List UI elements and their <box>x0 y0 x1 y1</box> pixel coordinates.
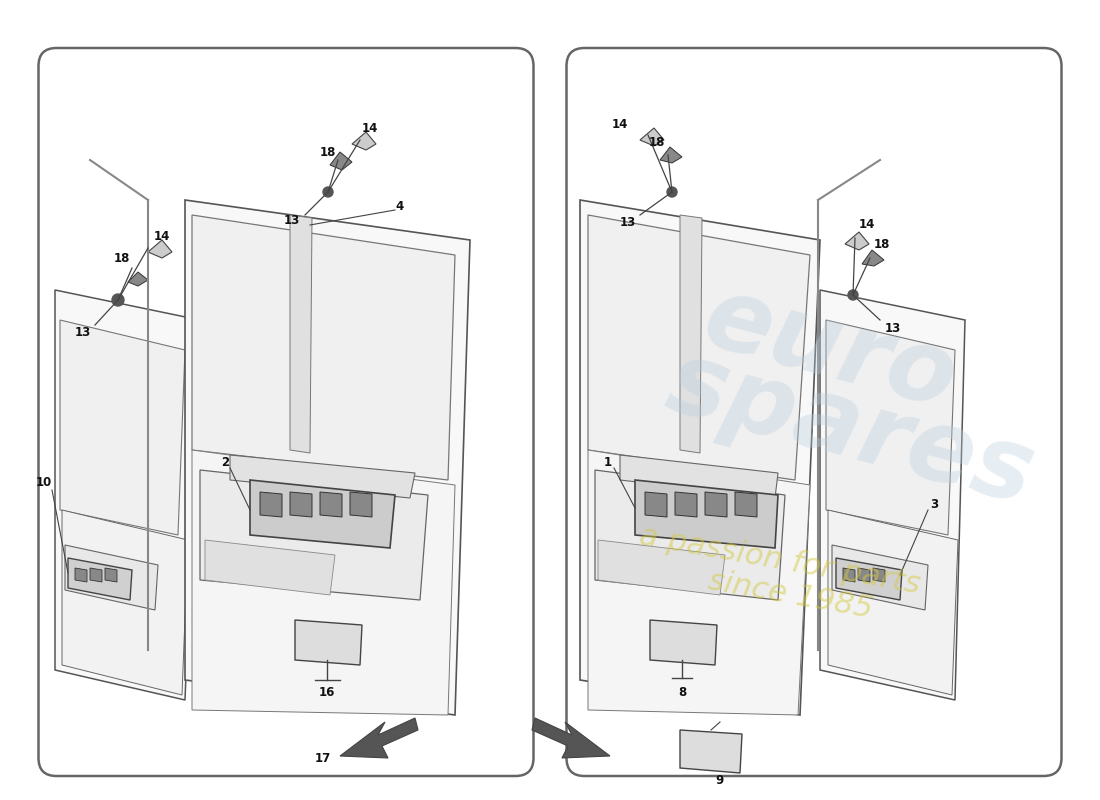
Polygon shape <box>588 215 810 480</box>
Text: 13: 13 <box>284 214 300 226</box>
Polygon shape <box>595 470 785 600</box>
Polygon shape <box>290 492 312 517</box>
Polygon shape <box>675 492 697 517</box>
Polygon shape <box>90 568 102 582</box>
Polygon shape <box>645 492 667 517</box>
Polygon shape <box>200 470 428 600</box>
Polygon shape <box>873 568 886 582</box>
Polygon shape <box>640 128 664 146</box>
Polygon shape <box>192 215 455 480</box>
Polygon shape <box>205 540 336 595</box>
Polygon shape <box>832 545 928 610</box>
Text: 18: 18 <box>873 238 890 251</box>
Polygon shape <box>62 510 188 695</box>
Text: 18: 18 <box>320 146 337 158</box>
Polygon shape <box>650 620 717 665</box>
Text: 13: 13 <box>620 215 636 229</box>
Polygon shape <box>185 200 470 715</box>
Text: 14: 14 <box>362 122 378 134</box>
Polygon shape <box>836 558 902 600</box>
Polygon shape <box>532 718 610 758</box>
Circle shape <box>112 294 124 306</box>
Polygon shape <box>820 290 965 700</box>
Text: 16: 16 <box>319 686 336 698</box>
Polygon shape <box>858 568 870 582</box>
Text: 10: 10 <box>36 477 52 490</box>
Polygon shape <box>735 492 757 517</box>
Polygon shape <box>826 320 955 535</box>
Polygon shape <box>845 232 869 250</box>
Polygon shape <box>260 492 282 517</box>
Circle shape <box>323 187 333 197</box>
Polygon shape <box>350 492 372 517</box>
Text: 14: 14 <box>859 218 876 230</box>
Text: 4: 4 <box>396 201 404 214</box>
Polygon shape <box>843 568 855 582</box>
Polygon shape <box>660 147 682 163</box>
Polygon shape <box>65 545 158 610</box>
Text: 14: 14 <box>154 230 170 243</box>
Text: euro: euro <box>693 270 967 430</box>
Polygon shape <box>230 455 415 498</box>
Polygon shape <box>635 480 778 548</box>
Text: 18: 18 <box>113 251 130 265</box>
Polygon shape <box>128 272 148 286</box>
Polygon shape <box>680 730 742 773</box>
Text: 2: 2 <box>221 455 229 469</box>
Polygon shape <box>588 450 810 715</box>
Polygon shape <box>828 510 958 695</box>
Text: since 1985: since 1985 <box>705 566 874 624</box>
Polygon shape <box>55 290 200 700</box>
Polygon shape <box>250 480 395 548</box>
Polygon shape <box>598 540 725 595</box>
Text: spares: spares <box>657 334 1044 526</box>
Polygon shape <box>330 152 352 170</box>
Text: 13: 13 <box>884 322 901 334</box>
Text: a passion for parts: a passion for parts <box>637 521 923 599</box>
Polygon shape <box>290 215 312 453</box>
Circle shape <box>848 290 858 300</box>
Polygon shape <box>620 455 778 498</box>
Polygon shape <box>862 250 884 266</box>
Text: 13: 13 <box>75 326 91 338</box>
Text: 3: 3 <box>930 498 938 511</box>
Polygon shape <box>680 215 702 453</box>
Polygon shape <box>104 568 117 582</box>
Text: 9: 9 <box>716 774 724 786</box>
Polygon shape <box>75 568 87 582</box>
Polygon shape <box>340 718 418 758</box>
Polygon shape <box>295 620 362 665</box>
Text: 8: 8 <box>678 686 686 698</box>
Circle shape <box>667 187 676 197</box>
Text: 14: 14 <box>612 118 628 131</box>
Polygon shape <box>705 492 727 517</box>
Text: 1: 1 <box>604 455 612 469</box>
Polygon shape <box>148 240 172 258</box>
Polygon shape <box>320 492 342 517</box>
Polygon shape <box>68 558 132 600</box>
Polygon shape <box>580 200 820 715</box>
Text: 18: 18 <box>649 137 666 150</box>
Polygon shape <box>192 450 455 715</box>
Polygon shape <box>352 132 376 150</box>
Polygon shape <box>60 320 185 535</box>
Text: 17: 17 <box>315 751 331 765</box>
